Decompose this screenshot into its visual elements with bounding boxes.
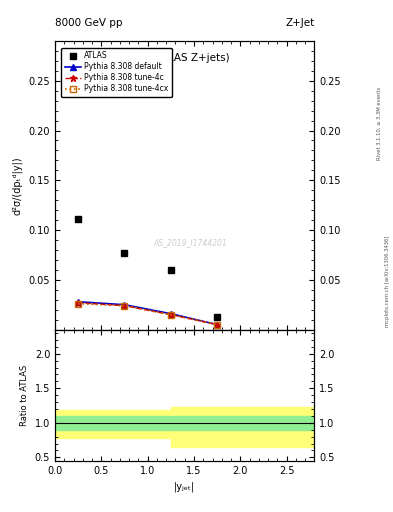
- ATLAS: [215, 313, 220, 319]
- ATLAS: [122, 250, 127, 256]
- Pythia 8.308 default: [122, 302, 127, 308]
- Text: Z+Jet: Z+Jet: [285, 18, 314, 28]
- Text: 8000 GeV pp: 8000 GeV pp: [55, 18, 123, 28]
- ATLAS: [76, 216, 81, 222]
- ATLAS: [169, 267, 173, 273]
- Text: mcplots.cern.ch [arXiv:1306.3436]: mcplots.cern.ch [arXiv:1306.3436]: [385, 236, 389, 327]
- Pythia 8.308 tune-4cx: [169, 312, 173, 318]
- Text: Rivet 3.1.10, ≥ 3.3M events: Rivet 3.1.10, ≥ 3.3M events: [377, 86, 382, 160]
- Pythia 8.308 tune-4cx: [122, 303, 127, 309]
- Legend: ATLAS, Pythia 8.308 default, Pythia 8.308 tune-4c, Pythia 8.308 tune-4cx: ATLAS, Pythia 8.308 default, Pythia 8.30…: [61, 48, 172, 97]
- Text: AS_2019_I1744201: AS_2019_I1744201: [153, 239, 227, 247]
- Y-axis label: d²σ/(dpₜᵈ|y|): d²σ/(dpₜᵈ|y|): [13, 156, 23, 215]
- Pythia 8.308 tune-4cx: [76, 301, 81, 307]
- Pythia 8.308 default: [215, 322, 220, 328]
- Line: Pythia 8.308 default: Pythia 8.308 default: [75, 299, 220, 327]
- Line: ATLAS: ATLAS: [75, 216, 220, 320]
- Pythia 8.308 default: [76, 298, 81, 305]
- Pythia 8.308 tune-4c: [122, 303, 127, 309]
- Pythia 8.308 tune-4cx: [215, 322, 220, 328]
- Y-axis label: Ratio to ATLAS: Ratio to ATLAS: [20, 365, 29, 426]
- Pythia 8.308 tune-4c: [169, 312, 173, 318]
- Pythia 8.308 tune-4c: [76, 300, 81, 306]
- Pythia 8.308 default: [169, 311, 173, 317]
- Line: Pythia 8.308 tune-4cx: Pythia 8.308 tune-4cx: [75, 301, 220, 327]
- Text: yʲ (ATLAS Z+jets): yʲ (ATLAS Z+jets): [140, 53, 230, 62]
- X-axis label: |yⱼₑₜ|: |yⱼₑₜ|: [174, 481, 195, 492]
- Pythia 8.308 tune-4c: [215, 322, 220, 328]
- Line: Pythia 8.308 tune-4c: Pythia 8.308 tune-4c: [75, 299, 220, 328]
